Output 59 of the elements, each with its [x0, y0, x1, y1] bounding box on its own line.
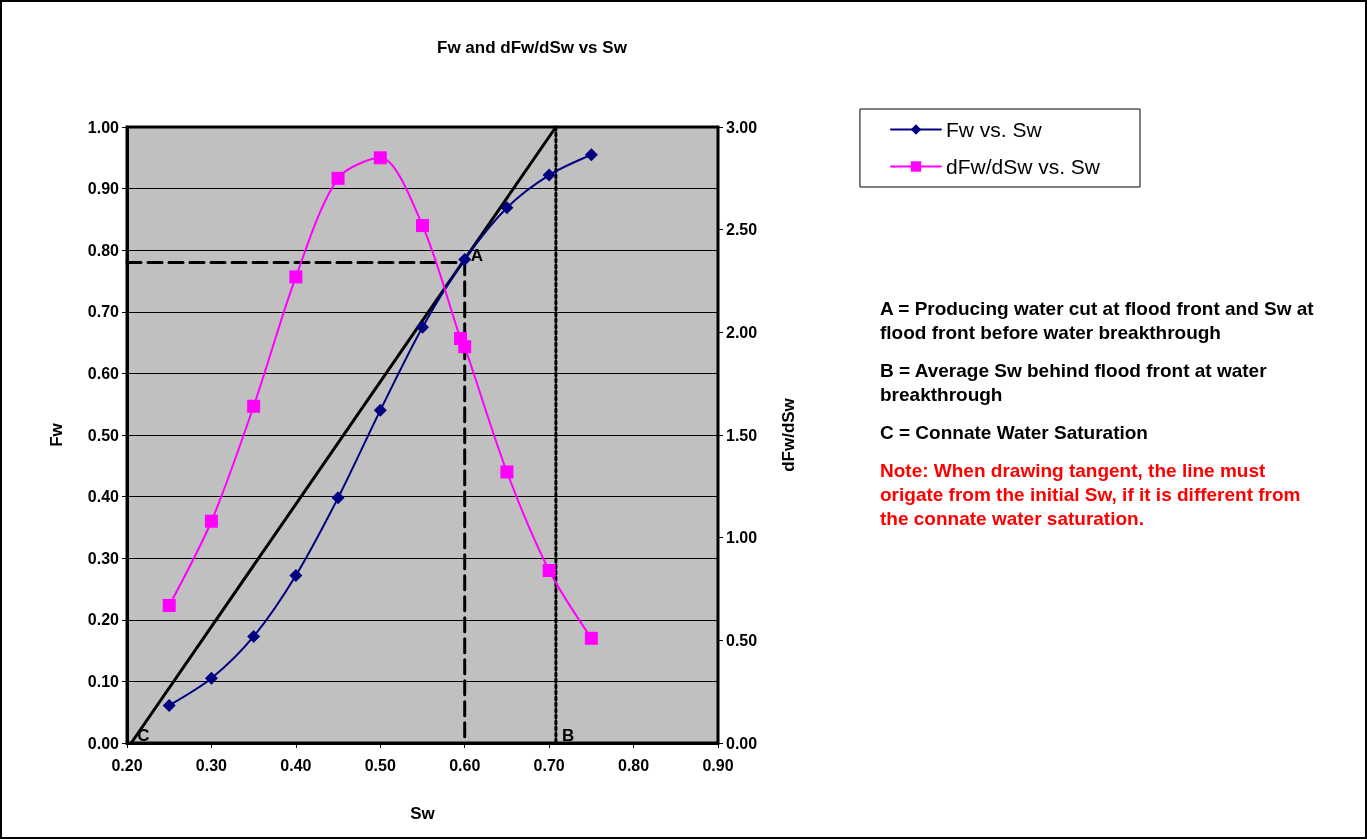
point: [289, 568, 303, 582]
y2-tick-label: 0.00: [726, 734, 758, 752]
y-tick-label: 1.00: [87, 118, 120, 136]
point: [247, 399, 261, 413]
x-tick-label: 0.20: [111, 756, 143, 774]
y2-tick-label: 1.00: [726, 529, 758, 547]
y2-tick-label: 2.50: [726, 221, 758, 239]
point: [289, 270, 303, 284]
y2-axis-title: dFw/dSw: [779, 397, 798, 472]
x-tick-label: 0.40: [280, 756, 312, 774]
point: [584, 631, 598, 645]
x-tick-label: 0.70: [533, 756, 565, 774]
point: [416, 219, 429, 233]
x-tick-label: 0.50: [364, 756, 396, 774]
y-tick-label: 0.80: [87, 241, 120, 259]
legend-label: Fw vs. Sw: [945, 118, 1043, 141]
x-tick-label: 0.60: [449, 756, 481, 774]
point: [416, 320, 429, 334]
y2-tick-label: 2.00: [726, 323, 758, 341]
point: [542, 564, 556, 578]
point: [500, 465, 514, 479]
y-tick-label: 0.30: [87, 549, 120, 567]
y-tick-label: 0.00: [87, 734, 120, 752]
point: [204, 671, 218, 685]
y-tick-label: 0.40: [87, 488, 120, 506]
chart-title: Fw and dFw/dSw vs Sw: [437, 38, 628, 57]
point: [500, 201, 514, 215]
text: B = Average Sw behind flood front at water breakthrough: [880, 359, 1268, 407]
point: [331, 491, 345, 505]
y-tick-label: 0.90: [87, 180, 120, 198]
y-axis-title: Fw: [47, 422, 66, 447]
y2-tick-label: 3.00: [726, 118, 758, 136]
point: [542, 168, 556, 182]
legend-label: dFw/dSw vs. Sw: [945, 155, 1101, 178]
y2-tick-label: 1.50: [726, 426, 758, 444]
text: C = Connate Water Saturation: [880, 421, 1149, 445]
point: [247, 629, 261, 643]
y-tick-label: 0.10: [87, 672, 120, 690]
point: [331, 171, 345, 185]
x-tick-label: 0.80: [618, 756, 650, 774]
y2-tick-label: 0.50: [726, 631, 758, 649]
point: [373, 403, 387, 417]
point: [373, 151, 387, 165]
point: [584, 148, 598, 162]
point: [458, 340, 472, 354]
text: Note: When drawing tangent, the line must origate from the initial Sw, if it is different from the connate water saturation.: [880, 459, 1302, 531]
point: [162, 598, 176, 612]
y-tick-label: 0.70: [87, 303, 120, 321]
x-axis-title: Sw: [410, 804, 436, 823]
x-tick-label: 0.30: [195, 756, 228, 774]
y-tick-label: 0.50: [87, 426, 120, 444]
point: [162, 698, 176, 712]
x-tick-label: 0.90: [702, 756, 734, 774]
y-tick-label: 0.60: [87, 364, 120, 382]
y-tick-label: 0.20: [87, 611, 120, 629]
annotation: B: [561, 726, 575, 745]
point: [204, 514, 218, 528]
point: [458, 252, 472, 266]
text: A = Producing water cut at flood front and Sw at flood front before water breakthrough: [880, 297, 1315, 345]
